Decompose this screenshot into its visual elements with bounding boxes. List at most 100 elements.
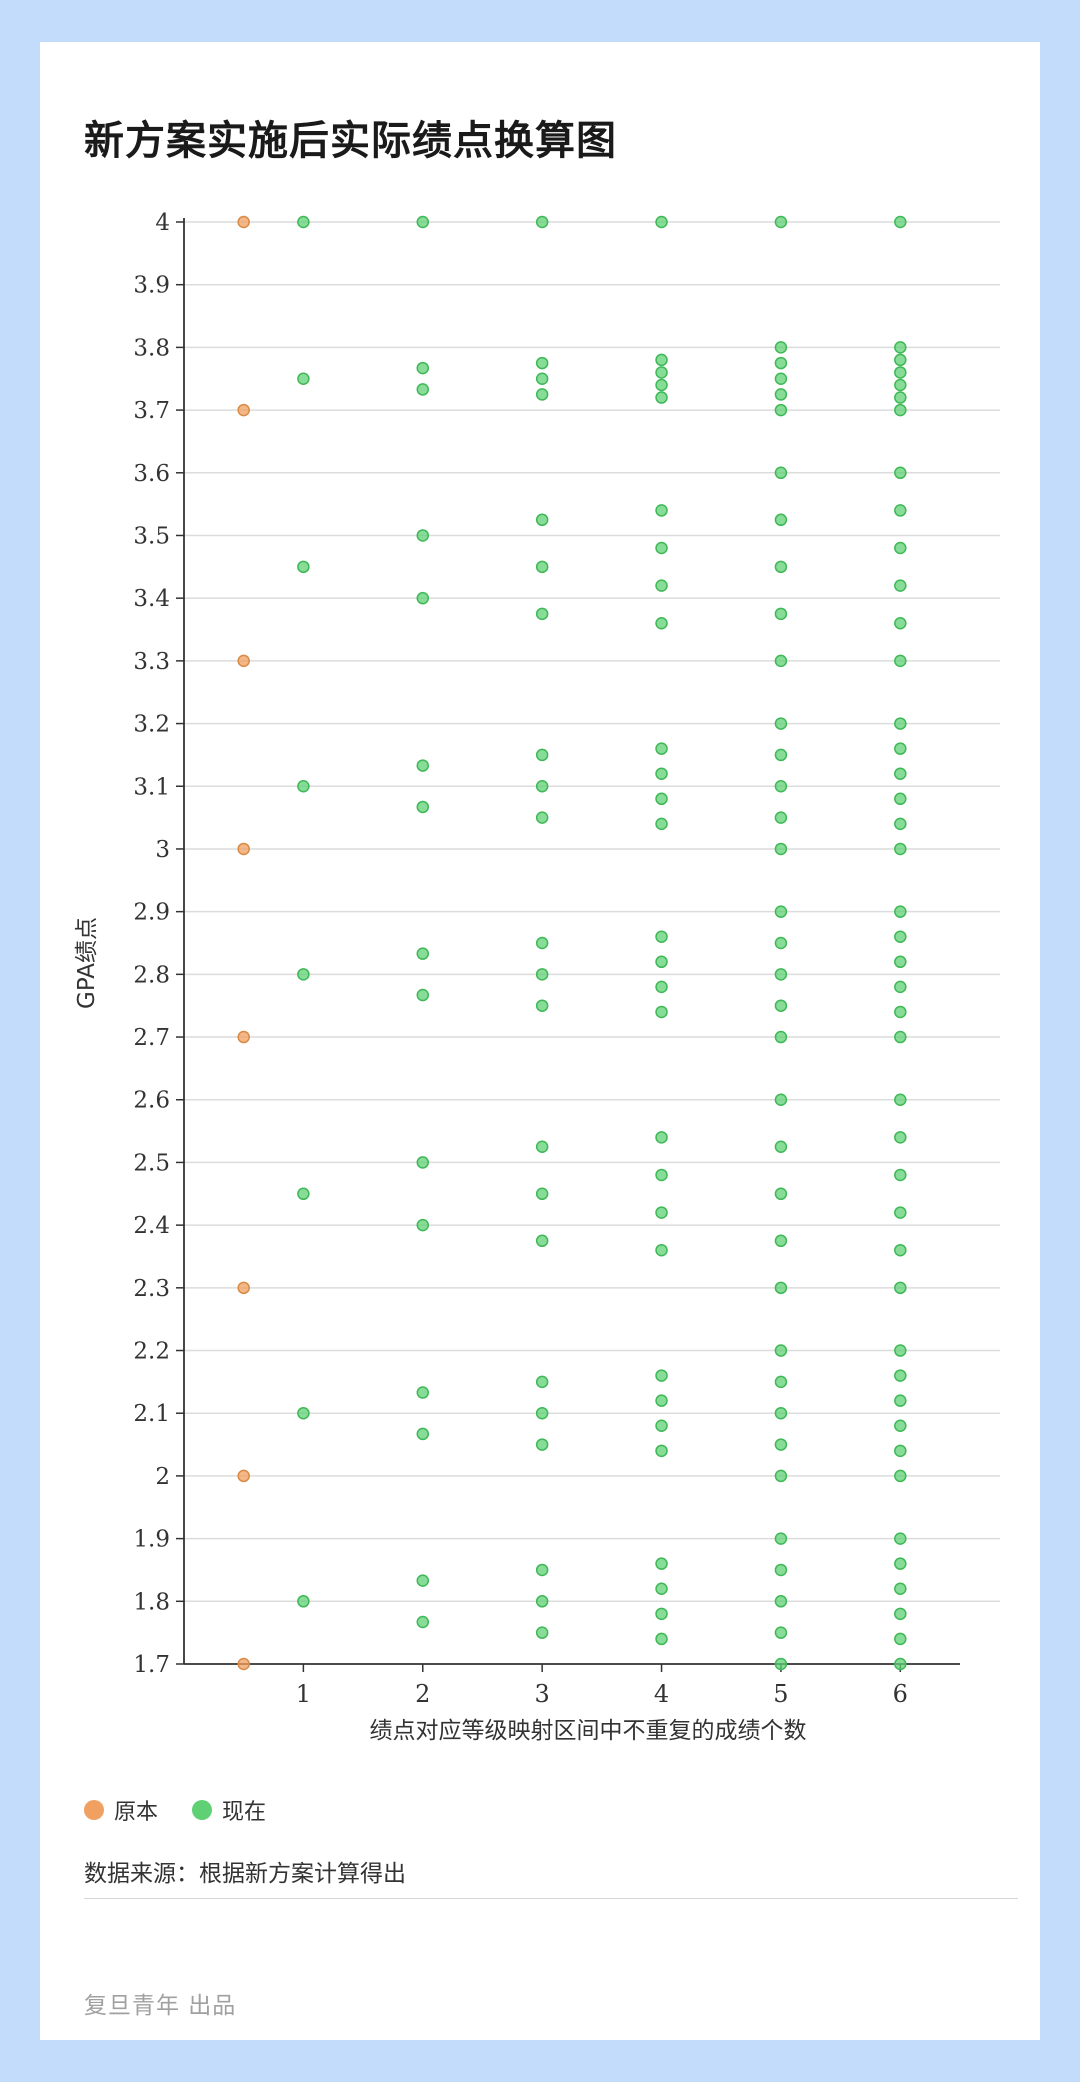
data-point [297, 968, 310, 981]
data-point [416, 947, 430, 960]
data-point [655, 980, 668, 994]
legend-dot-current [192, 1800, 213, 1820]
data-point [416, 529, 430, 542]
data-point [535, 999, 549, 1012]
data-point [655, 742, 668, 755]
y-tick-label: 3.8 [133, 335, 170, 361]
data-point [894, 1005, 907, 1019]
data-point [535, 1187, 549, 1201]
data-point [774, 1438, 788, 1451]
data-point [894, 391, 907, 404]
data-point [774, 1595, 788, 1608]
data-point [535, 1595, 549, 1608]
legend-label-current: 现在 [222, 1800, 267, 1825]
data-point [297, 372, 310, 385]
data-point [416, 1574, 430, 1587]
data-point [237, 1469, 250, 1483]
data-point [774, 388, 788, 401]
scatter-chart: 1.7 1.8 1.9 2 2.1 2.2 2.3 2.4 2.5 2.6 2.7 2.8 2.9 3 3.… [74, 210, 1000, 1744]
data-point [774, 215, 788, 229]
data-point [655, 1206, 668, 1219]
data-point [297, 1406, 310, 1420]
data-point [774, 607, 788, 621]
data-point [237, 1281, 250, 1295]
data-point [774, 1657, 788, 1671]
y-tick-label: 2.2 [133, 1339, 170, 1365]
data-point [655, 1243, 668, 1257]
data-point [535, 1375, 549, 1389]
data-point [655, 955, 668, 969]
data-point [774, 1563, 788, 1577]
data-point [894, 1469, 907, 1483]
y-tick-label: 3.1 [133, 774, 170, 800]
data-point [535, 780, 549, 793]
data-point [655, 1131, 668, 1144]
data-point [535, 607, 549, 621]
data-point [655, 541, 668, 555]
legend-item-current: 现在 [192, 1794, 266, 1826]
data-point [894, 742, 907, 755]
data-point [894, 617, 907, 630]
data-point [416, 1427, 430, 1441]
data-point [774, 936, 788, 950]
data-point [416, 988, 430, 1002]
y-tick-label: 3.4 [133, 586, 170, 612]
data-point [774, 1406, 788, 1420]
data-point [237, 654, 250, 668]
data-point [894, 1131, 907, 1144]
data-point [655, 579, 668, 592]
data-point [535, 1140, 549, 1154]
data-point [774, 1093, 788, 1106]
y-tick-label: 3.9 [133, 273, 170, 299]
data-point [655, 1168, 668, 1182]
data-point [774, 1532, 788, 1545]
data-point [535, 513, 549, 527]
x-tick-label: 6 [893, 1680, 908, 1708]
data-point [655, 504, 668, 517]
data-point [774, 1187, 788, 1201]
data-point [535, 748, 549, 762]
y-tick-label: 3.5 [133, 523, 170, 549]
y-tick-label: 1.8 [133, 1589, 170, 1615]
data-point [894, 817, 907, 831]
y-tick-label: 2.3 [133, 1276, 170, 1302]
data-point [894, 579, 907, 592]
data-point [894, 215, 907, 229]
y-tick-label: 2.8 [133, 962, 170, 988]
x-tick-label: 4 [654, 1680, 669, 1708]
data-point [655, 366, 668, 379]
y-tick-label: 3 [155, 837, 170, 863]
data-point [894, 353, 907, 367]
data-point [655, 1582, 668, 1596]
divider [84, 1898, 1018, 1899]
data-point [535, 356, 549, 370]
data-point [894, 842, 907, 856]
data-point [535, 1406, 549, 1420]
chart-card: 新方案实施后实际绩点换算图 1.7 1.8 1.9 2 2.1 2.2 2.3 2.4 2.5 2… [40, 42, 1040, 2040]
data-point [774, 1469, 788, 1483]
data-point [894, 1394, 907, 1407]
data-point [894, 1093, 907, 1106]
data-point [535, 936, 549, 950]
data-point [416, 1386, 430, 1399]
data-point [774, 560, 788, 574]
y-axis-title: GPA绩点 [74, 917, 100, 1009]
data-point [894, 1369, 907, 1382]
data-point [297, 215, 310, 229]
x-axis-title: 绩点对应等级映射区间中不重复的成绩个数 [370, 1718, 807, 1744]
data-point [894, 1243, 907, 1257]
legend-dot-original [84, 1800, 104, 1820]
data-point [655, 1005, 668, 1019]
data-point [655, 1419, 668, 1433]
data-point [894, 1281, 907, 1295]
data-point [535, 560, 549, 574]
data-point [416, 361, 430, 375]
data-point [297, 780, 310, 793]
data-point [535, 1563, 549, 1577]
gridlines [184, 221, 1000, 1603]
data-point [774, 811, 788, 824]
legend-item-original: 原本 [84, 1794, 158, 1826]
data-point [655, 378, 668, 392]
data-point [894, 403, 907, 417]
data-point [894, 1607, 907, 1621]
